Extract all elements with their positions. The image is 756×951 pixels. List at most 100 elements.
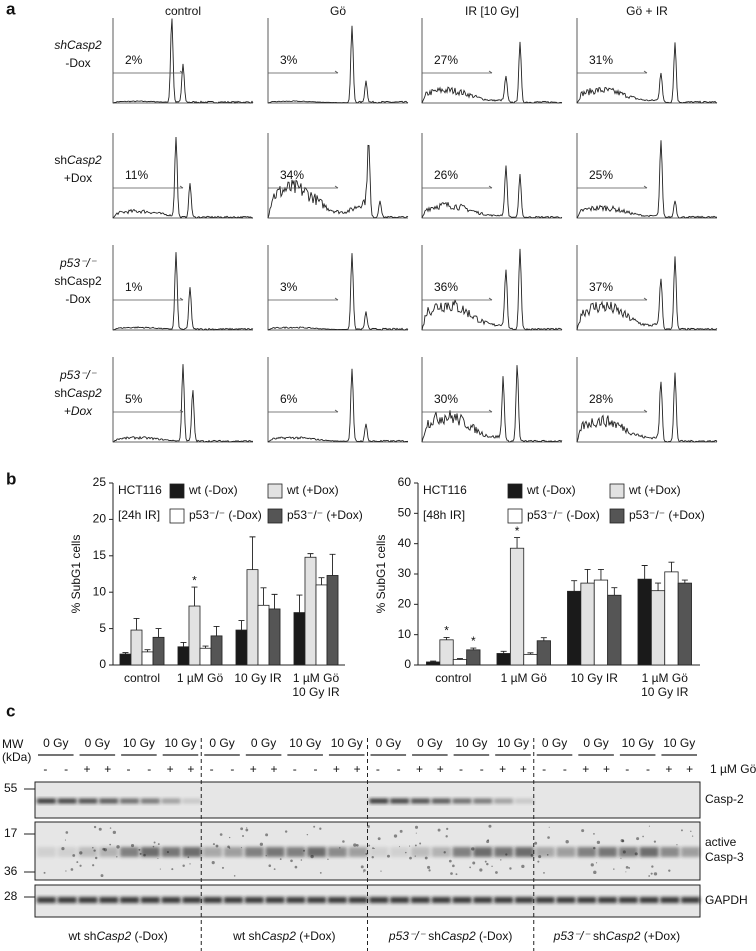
blot-speck <box>653 872 658 876</box>
dose-label: 10 Gy <box>123 736 155 750</box>
blot-band <box>535 897 555 903</box>
bar <box>523 653 538 666</box>
blot-speck <box>393 834 398 838</box>
y-tick-label: 20 <box>398 597 412 611</box>
blot-speck <box>691 835 694 837</box>
histogram-trace <box>112 136 254 219</box>
blot-speck <box>450 872 453 875</box>
histogram-trace <box>267 253 409 331</box>
blot-speck <box>189 863 191 865</box>
treatment-sign: + <box>270 762 277 776</box>
legend-swatch <box>267 508 283 524</box>
treatment-sign: - <box>127 762 131 776</box>
bar <box>268 608 281 666</box>
error-bar <box>180 641 187 647</box>
blot-speck <box>530 853 534 857</box>
histogram-trace <box>112 252 254 331</box>
bar <box>567 590 582 666</box>
percent-label: 30% <box>434 392 458 406</box>
blot-speck <box>620 857 622 859</box>
y-tick-label: 0 <box>404 657 411 671</box>
blot-band <box>660 897 680 903</box>
treatment-sign: + <box>333 762 340 776</box>
percent-label: 3% <box>280 53 298 67</box>
blot-band <box>120 897 139 903</box>
blot-speck <box>319 827 322 830</box>
blot-speck <box>414 825 419 829</box>
blot-band <box>618 847 638 857</box>
x-tick-label: 1 µM Gö <box>501 671 548 685</box>
histogram-trace <box>421 248 563 331</box>
treatment-sign: - <box>625 762 629 776</box>
blot-band <box>37 847 56 857</box>
mw-marker: 17 <box>4 826 18 840</box>
blot-speck <box>319 871 322 874</box>
blot-speck <box>102 847 105 851</box>
blot-band <box>369 897 389 903</box>
blot-band <box>182 897 202 903</box>
treatment-sign: - <box>542 762 546 776</box>
blot-speck <box>546 854 549 856</box>
legend-label: wt (+Dox) <box>628 483 681 497</box>
blot-speck <box>94 856 98 860</box>
treatment-sign: - <box>147 762 151 776</box>
treatment-sign: - <box>459 762 463 776</box>
label-part: wt sh <box>67 929 96 943</box>
blot-band <box>140 847 160 857</box>
blot-band <box>618 897 638 903</box>
y-axis-label: % SubG1 cells <box>69 535 83 614</box>
blot-band <box>598 847 617 857</box>
y-tick-label: 20 <box>93 512 107 526</box>
blot-band <box>369 847 389 857</box>
blot-speck <box>245 828 249 832</box>
blot-speck <box>159 868 161 870</box>
blot-speck <box>419 842 422 845</box>
legend-label: wt (-Dox) <box>526 483 576 497</box>
bar <box>326 575 339 666</box>
gate <box>113 409 184 413</box>
blot-band <box>182 798 202 804</box>
blot-speck <box>427 865 431 869</box>
gate <box>422 70 493 74</box>
treatment-sign: - <box>314 762 318 776</box>
blot-speck <box>486 862 489 866</box>
blot-speck <box>428 869 431 872</box>
label-part: sh <box>54 386 67 400</box>
treatment-sign: + <box>686 762 693 776</box>
y-tick-label: 25 <box>93 475 107 489</box>
error-bar <box>668 561 675 572</box>
bar <box>293 612 306 666</box>
blot-speck <box>100 874 104 878</box>
bar <box>536 640 551 666</box>
legend-label: p53⁻/⁻ (-Dox) <box>527 508 600 522</box>
gate <box>577 409 648 413</box>
blot-speck <box>219 833 223 836</box>
blot-band <box>431 897 451 903</box>
histogram-trace <box>576 256 718 331</box>
dose-label: 10 Gy <box>622 736 654 750</box>
annotation: HCT116 <box>118 483 162 497</box>
error-bar <box>191 586 198 607</box>
blot-band <box>120 847 139 857</box>
bar <box>130 629 143 666</box>
blot-speck <box>363 869 366 872</box>
bar <box>304 556 317 666</box>
blot-speck <box>268 864 272 867</box>
blot-speck <box>455 873 458 876</box>
blot-speck <box>109 843 112 846</box>
dose-label: 0 Gy <box>209 736 234 750</box>
blot-speck <box>221 866 225 869</box>
row-label: +Dox <box>64 171 92 185</box>
mw-label: (kDa) <box>2 750 31 764</box>
blot-speck <box>581 829 585 833</box>
blot-speck <box>166 850 170 854</box>
error-bar <box>430 660 437 662</box>
dose-label: 0 Gy <box>85 736 110 750</box>
blot-speck <box>240 827 244 831</box>
blot-speck <box>642 835 644 838</box>
error-bar <box>202 645 209 649</box>
label-part: sh <box>425 929 441 943</box>
blot-speck <box>505 853 508 856</box>
blot-speck <box>479 868 483 872</box>
blot-speck <box>72 854 76 857</box>
